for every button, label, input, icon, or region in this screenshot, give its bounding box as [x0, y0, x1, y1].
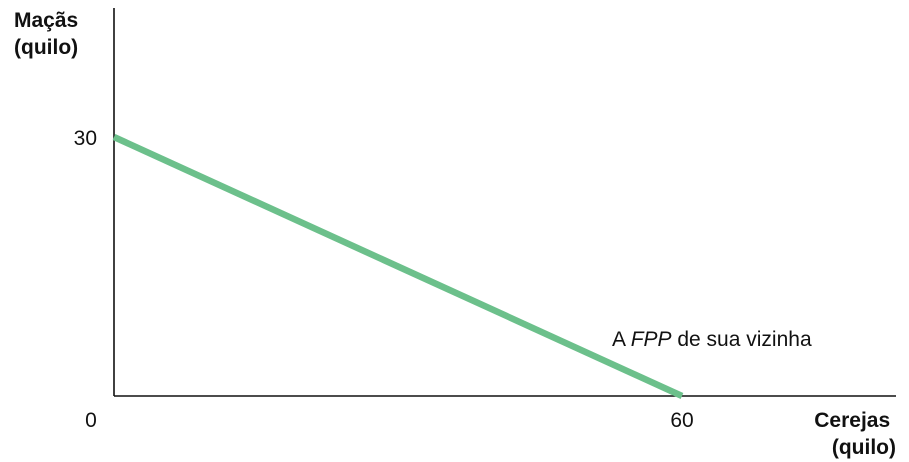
x-axis-title-line-1: Cerejas [814, 409, 890, 432]
series-annotation: A FPP de sua vizinha [612, 328, 812, 351]
x-tick-label-0: 0 [85, 409, 97, 432]
annotation-suffix: de sua vizinha [672, 328, 812, 351]
annotation-prefix: A [612, 328, 631, 351]
y-axis-title-line-2: (quilo) [14, 36, 78, 59]
y-tick-label-30: 30 [74, 127, 97, 150]
x-tick-label-60: 60 [670, 409, 693, 432]
annotation-emphasis: FPP [631, 328, 672, 351]
y-axis-title: Maçãs (quilo) [14, 9, 84, 59]
y-axis-title-line-1: Maçãs [14, 9, 78, 32]
series-line-fpp [112, 134, 684, 399]
x-axis-title-line-2: (quilo) [832, 436, 896, 459]
x-axis-title: Cerejas (quilo) [814, 409, 896, 459]
